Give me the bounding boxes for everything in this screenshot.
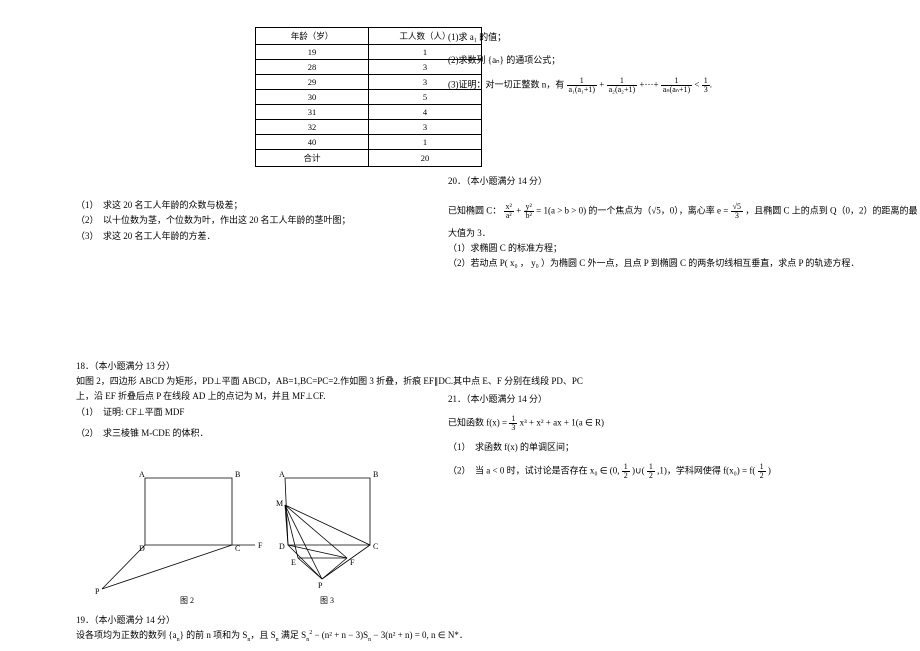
svg-text:M: M: [276, 499, 283, 508]
svg-text:A: A: [279, 470, 285, 479]
fig2-label: 图 2: [180, 596, 194, 605]
p19-head: 19．（本小题满分 14 分）: [76, 613, 476, 628]
svg-text:B: B: [235, 470, 240, 479]
svg-text:E: E: [291, 558, 296, 567]
svg-text:B: B: [373, 470, 378, 479]
r-q2: (2)求数列 {aₙ} 的通项公式；: [448, 53, 898, 68]
p21-l1: 已知函数 f(x) = 13 x³ + x² + ax + 1(a ∈ R): [448, 415, 898, 432]
svg-text:A: A: [139, 470, 145, 479]
svg-text:D: D: [139, 544, 145, 553]
svg-text:D: D: [279, 542, 285, 551]
r-q1: (1)求 a₁ 的值；: [448, 30, 898, 45]
svg-text:P: P: [95, 587, 100, 596]
p20-q2: （2）若动点 P( x₀ ， y₀ ）为椭圆 C 外一点，且点 P 到椭圆 C …: [448, 256, 898, 271]
p21-head: 21．（本小题满分 14 分）: [448, 392, 898, 407]
p21-q1: （1） 求函数 f(x) 的单调区间；: [448, 440, 898, 455]
right-column: (1)求 a₁ 的值； (2)求数列 {aₙ} 的通项公式； (3)证明：对一切…: [448, 0, 898, 480]
p19: 19．（本小题满分 14 分） 设各项均为正数的数列 {an} 的前 n 项和为…: [76, 613, 476, 645]
p20-head: 20．（本小题满分 14 分）: [448, 174, 898, 189]
svg-text:C: C: [373, 542, 378, 551]
p20-l2: 大值为 3．: [448, 226, 898, 241]
r-q3: (3)证明：对一切正整数 n，有 1a₁(a₁+1) + 1a₂(a₂+1) +…: [448, 77, 898, 94]
p21-q2: （2） 当 a < 0 时，试讨论是否存在 x₀ ∈ (0, 12 )∪( 12…: [448, 463, 898, 480]
svg-text:P: P: [318, 581, 323, 590]
p20-l1: 已知椭圆 C： x²a² + y²b² = 1(a > b > 0) 的一个焦点…: [448, 203, 898, 220]
figure-2-3: A B C D F P 图 2 A B C D M P E F 图 3: [0, 0, 480, 620]
p20-q1: （1）求椭圆 C 的标准方程；: [448, 241, 898, 256]
svg-text:F: F: [350, 558, 355, 567]
p19-body: 设各项均为正数的数列 {an} 的前 n 项和为 Sn，且 Sn 满足 Sn2 …: [76, 628, 476, 645]
svg-text:F: F: [258, 541, 263, 550]
fig3-label: 图 3: [320, 596, 334, 605]
svg-text:C: C: [235, 544, 240, 553]
